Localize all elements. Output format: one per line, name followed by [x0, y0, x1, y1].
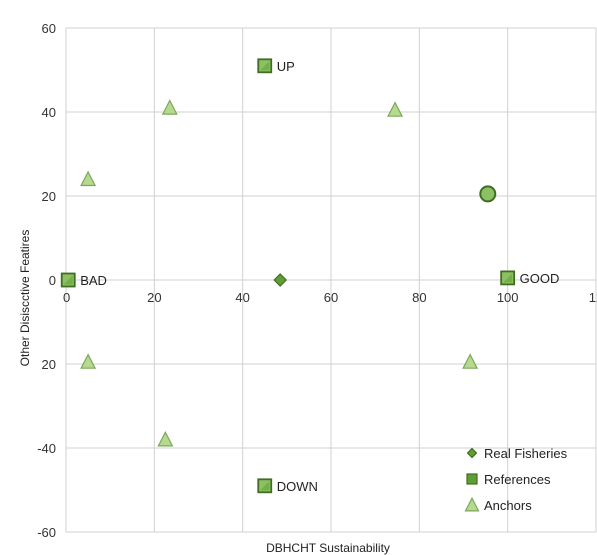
x-tick-label: 80: [412, 290, 426, 305]
point-label: BAD: [80, 273, 107, 288]
legend: Real Fisheries References Anchors: [464, 446, 568, 513]
point-label: DOWN: [277, 479, 318, 494]
point-label: GOOD: [520, 271, 560, 286]
x-tick-label: 12: [589, 290, 597, 305]
y-tick-label: -40: [37, 441, 56, 456]
anchor-triangle: [387, 101, 404, 117]
point-label: UP: [277, 59, 295, 74]
legend-marker-square: [466, 473, 478, 485]
x-tick-label: 20: [147, 290, 161, 305]
reference-square-shade: [63, 275, 73, 285]
reference-square-shade: [260, 481, 270, 491]
legend-label: Anchors: [484, 498, 532, 513]
x-tick-label: 40: [235, 290, 249, 305]
y-axis-ticks: 60 40 20 0 20 -40 -60: [37, 21, 56, 540]
y-axis-label: Other Disiscctive Featires: [18, 230, 32, 367]
y-tick-label: -60: [37, 525, 56, 540]
x-tick-label: 0: [63, 290, 70, 305]
legend-marker-triangle: [464, 496, 480, 512]
reference-marker: [257, 478, 273, 494]
anchor-triangle: [462, 353, 479, 369]
real-fishery-diamond: [273, 273, 288, 287]
legend-label: Real Fisheries: [484, 446, 568, 461]
y-tick-label: 0: [49, 273, 56, 288]
circle-marker: [479, 185, 497, 203]
x-axis-label: DBHCHT Sustainability: [266, 541, 390, 555]
anchor-triangle: [80, 170, 97, 187]
reference-square-shade: [260, 61, 270, 71]
anchor-triangle: [157, 430, 174, 447]
legend-marker-diamond: [466, 447, 478, 459]
reference-square: [500, 270, 516, 286]
y-tick-label: 40: [42, 105, 56, 120]
x-axis-ticks: 0 20 40 60 80 100 12: [63, 290, 597, 305]
reference-marker: [500, 270, 516, 286]
reference-square-shade: [503, 273, 513, 283]
x-tick-label: 60: [324, 290, 338, 305]
data-points: BAD GOOD UP DOWN: [60, 58, 560, 494]
legend-label: References: [484, 472, 551, 487]
y-tick-label: 20: [42, 189, 56, 204]
reference-marker: [257, 58, 273, 74]
reference-marker: [60, 272, 76, 288]
y-tick-label: 20: [42, 357, 56, 372]
anchor-triangle: [161, 99, 178, 115]
reference-square: [60, 272, 76, 288]
x-tick-label: 100: [497, 290, 519, 305]
anchor-triangle: [80, 353, 97, 369]
y-tick-label: 60: [42, 21, 56, 36]
